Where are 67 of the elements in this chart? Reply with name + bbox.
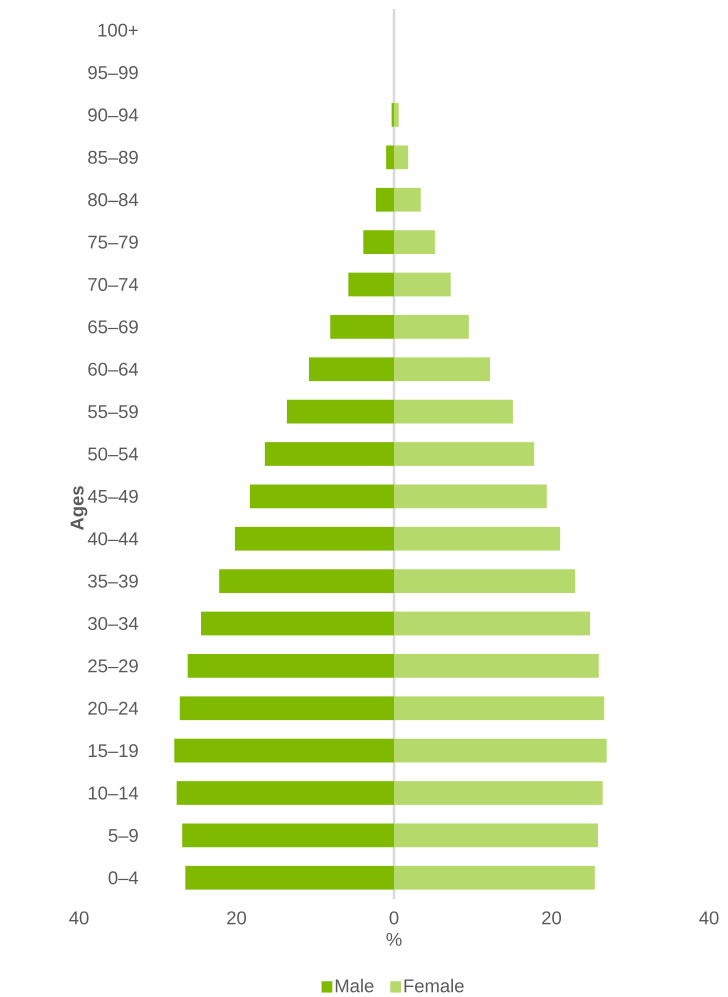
bar xyxy=(182,824,394,848)
y-tick-label: 60–64 xyxy=(88,362,138,376)
y-tick-label: 80–84 xyxy=(88,193,138,206)
x-tick-label: 20 xyxy=(227,911,246,924)
bar xyxy=(174,738,394,763)
bar xyxy=(394,866,595,890)
bar xyxy=(330,314,394,339)
bar xyxy=(394,738,607,763)
y-tick-label: 70–74 xyxy=(88,278,138,291)
bar xyxy=(394,484,547,508)
y-tick-label: 35–39 xyxy=(88,574,138,588)
bar xyxy=(234,526,394,551)
bar xyxy=(394,400,513,424)
bar xyxy=(348,272,394,296)
bar xyxy=(394,569,576,593)
bar xyxy=(386,145,394,170)
bar xyxy=(394,230,435,254)
bar xyxy=(394,103,399,127)
legend-label: Male xyxy=(336,978,374,992)
y-tick-label: 15–19 xyxy=(88,744,138,758)
bar xyxy=(176,781,394,805)
bar xyxy=(394,696,604,720)
y-tick-label: 40–44 xyxy=(88,532,138,546)
y-tick-label: 90–94 xyxy=(88,108,138,122)
y-tick-label: 55–59 xyxy=(88,405,138,418)
y-tick-label: 30–34 xyxy=(88,616,138,630)
x-axis-title: % xyxy=(386,932,402,946)
bar xyxy=(376,188,394,212)
bar xyxy=(394,272,451,296)
bar xyxy=(394,314,469,339)
bar xyxy=(394,145,408,170)
bar xyxy=(394,654,599,678)
bar xyxy=(394,612,590,636)
x-tick-label: 20 xyxy=(542,911,562,924)
y-tick-label: 5–9 xyxy=(108,828,138,842)
y-tick-label: 25–29 xyxy=(88,659,138,672)
y-tick-label: 0–4 xyxy=(108,871,138,884)
bar xyxy=(180,696,394,720)
y-tick-label: 85–89 xyxy=(88,150,138,164)
y-axis-title: Ages xyxy=(70,486,88,530)
y-tick-label: 50–54 xyxy=(88,447,138,461)
x-tick-label: 40 xyxy=(69,911,89,924)
bar xyxy=(394,188,421,212)
bar xyxy=(188,654,394,678)
y-tick-label: 45–49 xyxy=(88,490,138,503)
bar xyxy=(201,612,394,636)
bar xyxy=(394,357,490,382)
y-tick-label: 100+ xyxy=(98,24,138,37)
bar xyxy=(394,781,603,805)
bar xyxy=(286,400,394,424)
y-tick-label: 95–99 xyxy=(88,66,138,80)
y-tick-label: 20–24 xyxy=(88,702,138,715)
bar xyxy=(394,442,534,466)
bar xyxy=(219,569,394,593)
bar xyxy=(250,484,394,508)
bar xyxy=(394,526,560,551)
x-tick-label: 0 xyxy=(390,911,398,924)
bar xyxy=(185,866,394,890)
y-tick-label: 75–79 xyxy=(88,236,138,249)
x-tick-label: 40 xyxy=(699,911,719,924)
bar xyxy=(264,442,394,466)
bar xyxy=(308,357,394,382)
bar xyxy=(363,230,394,254)
legend-label: Female xyxy=(404,978,464,992)
y-tick-label: 10–14 xyxy=(88,786,138,800)
bar xyxy=(394,824,598,848)
y-tick-label: 65–69 xyxy=(88,320,138,334)
